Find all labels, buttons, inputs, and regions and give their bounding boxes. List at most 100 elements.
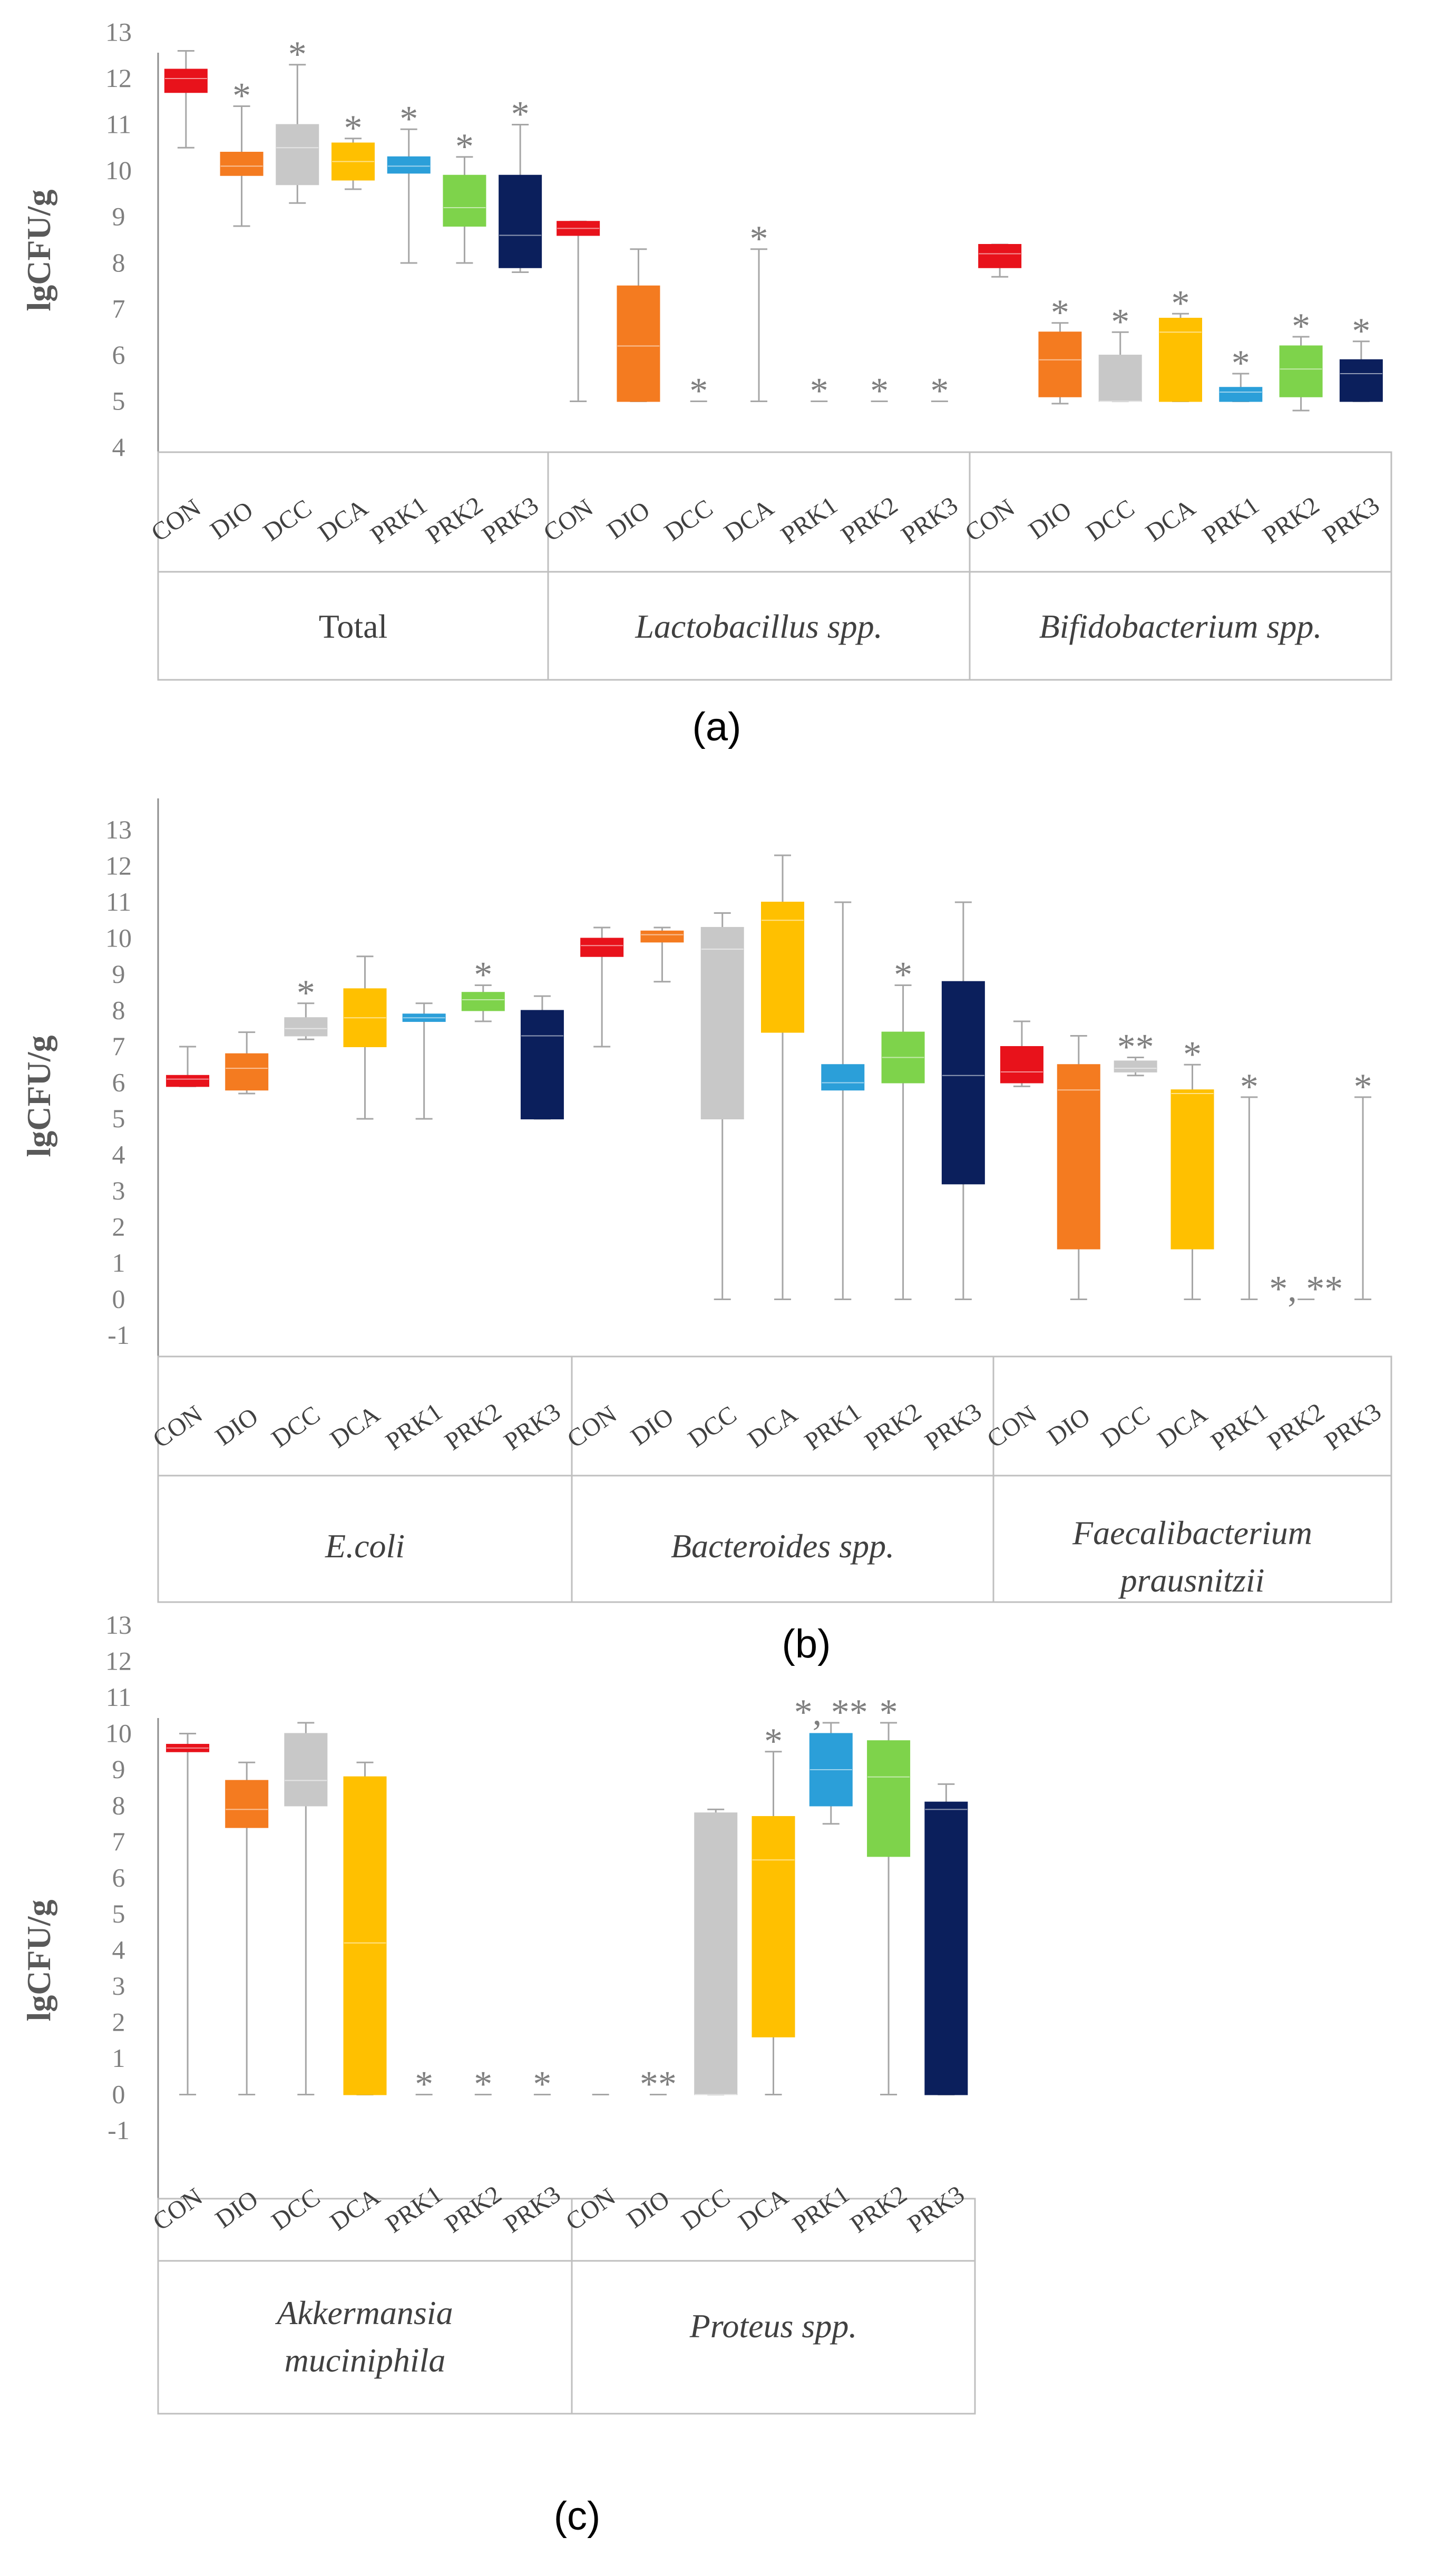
box-dcc bbox=[1098, 355, 1142, 402]
box-prk1 bbox=[1219, 387, 1263, 402]
group-label-dcc: DCC bbox=[683, 1400, 742, 1453]
category-label: Lactobacillus spp. bbox=[635, 608, 882, 645]
category-label: Proteus spp. bbox=[689, 2307, 857, 2345]
significance-mark: * bbox=[750, 219, 768, 259]
group-label-dio: DIO bbox=[626, 1402, 678, 1451]
group-label-dca: DCA bbox=[313, 493, 373, 547]
box-dio bbox=[225, 1780, 269, 1828]
box-dio bbox=[1038, 331, 1082, 397]
box-dio bbox=[225, 1053, 269, 1091]
box-dca bbox=[1170, 1089, 1214, 1250]
box-dcc bbox=[276, 124, 319, 186]
significance-mark: * bbox=[533, 2064, 551, 2105]
y-tick-label: 3 bbox=[112, 1176, 125, 1205]
group-label-dio: DIO bbox=[210, 2185, 263, 2233]
box-prk1 bbox=[387, 156, 431, 174]
panel-1: 45678910111213lgCFU/gTotalCONDIO*DCC*DCA… bbox=[20, 17, 1392, 749]
significance-mark: * bbox=[1183, 1034, 1202, 1075]
y-tick-label: 3 bbox=[112, 1971, 125, 2001]
box-dio bbox=[617, 285, 660, 402]
group-label-prk2: PRK2 bbox=[860, 1398, 926, 1456]
box-con bbox=[1000, 1046, 1043, 1084]
box-dcc bbox=[284, 1733, 328, 1807]
y-tick-label: 8 bbox=[112, 996, 125, 1025]
y-tick-label: 7 bbox=[112, 1827, 125, 1856]
y-tick-label: 9 bbox=[112, 1754, 125, 1784]
group-label-con: CON bbox=[146, 494, 206, 548]
box-dio bbox=[1057, 1064, 1100, 1250]
group-label-prk2: PRK2 bbox=[836, 491, 903, 550]
box-dio bbox=[220, 152, 264, 176]
box-dca bbox=[343, 1776, 387, 2095]
significance-mark: * bbox=[764, 1721, 783, 1762]
group-label-prk3: PRK3 bbox=[896, 491, 963, 550]
y-tick-label: 2 bbox=[112, 2007, 125, 2037]
group-label-prk3: PRK3 bbox=[499, 1398, 566, 1456]
group-label-prk1: PRK1 bbox=[788, 2180, 855, 2239]
y-tick-label: 11 bbox=[106, 1682, 131, 1712]
significance-mark: * bbox=[1232, 343, 1250, 384]
y-tick-label: 12 bbox=[105, 851, 132, 881]
y-axis-label: lgCFU/g bbox=[20, 189, 57, 311]
y-tick-label: 13 bbox=[105, 815, 132, 844]
box-dca bbox=[761, 902, 804, 1033]
significance-mark: * bbox=[880, 1692, 898, 1733]
group-label-dcc: DCC bbox=[1081, 494, 1139, 547]
group-label-prk1: PRK1 bbox=[776, 491, 843, 550]
significance-mark: * bbox=[455, 126, 474, 167]
group-label-prk3: PRK3 bbox=[499, 2180, 566, 2239]
group-label-prk1: PRK1 bbox=[366, 491, 433, 550]
box-con bbox=[164, 69, 208, 93]
y-tick-label: 7 bbox=[112, 294, 125, 324]
group-label-prk3: PRK3 bbox=[1320, 1398, 1387, 1456]
group-label-con: CON bbox=[148, 2183, 207, 2237]
significance-mark: * bbox=[1354, 1067, 1372, 1107]
y-tick-label: 6 bbox=[112, 1068, 125, 1097]
y-axis-label: lgCFU/g bbox=[20, 1899, 57, 2021]
group-label-prk1: PRK1 bbox=[381, 1398, 447, 1456]
y-tick-label: 2 bbox=[112, 1212, 125, 1242]
significance-mark: *, ** bbox=[1269, 1269, 1343, 1310]
y-tick-label: 6 bbox=[112, 1863, 125, 1892]
panel-label: (a) bbox=[692, 705, 742, 749]
group-label-prk3: PRK3 bbox=[903, 2180, 970, 2239]
y-tick-label: 1 bbox=[112, 2043, 125, 2073]
box-dio bbox=[640, 930, 684, 943]
significance-mark: * bbox=[474, 955, 492, 996]
significance-mark: * bbox=[297, 973, 315, 1013]
significance-mark: * bbox=[1172, 283, 1190, 324]
y-tick-label: 11 bbox=[106, 110, 131, 139]
y-tick-label: 10 bbox=[105, 155, 132, 185]
significance-mark: * bbox=[870, 371, 889, 412]
y-tick-label: 12 bbox=[105, 1646, 132, 1676]
box-prk1 bbox=[821, 1064, 865, 1091]
box-dcc bbox=[694, 1812, 738, 2095]
box-dcc bbox=[700, 926, 744, 1119]
group-label-prk2: PRK2 bbox=[440, 1398, 507, 1456]
box-prk3 bbox=[924, 1801, 968, 2095]
group-label-dcc: DCC bbox=[659, 494, 718, 547]
significance-mark: * bbox=[399, 99, 418, 139]
group-label-dcc: DCC bbox=[677, 2183, 735, 2236]
significance-mark: * bbox=[1051, 292, 1069, 333]
significance-mark: * bbox=[1240, 1067, 1259, 1107]
significance-mark: ** bbox=[640, 2064, 677, 2105]
group-label-dcc: DCC bbox=[258, 494, 317, 547]
y-tick-label: 13 bbox=[105, 17, 132, 47]
y-tick-label: 0 bbox=[112, 2080, 125, 2109]
y-tick-label: 5 bbox=[112, 386, 125, 416]
y-tick-label: 1 bbox=[112, 1248, 125, 1277]
box-prk2 bbox=[1279, 345, 1323, 397]
group-label-dca: DCA bbox=[719, 493, 779, 547]
box-dcc bbox=[284, 1017, 328, 1037]
group-label-dio: DIO bbox=[622, 2185, 675, 2233]
group-label-prk1: PRK1 bbox=[381, 2180, 447, 2239]
group-label-prk2: PRK2 bbox=[1263, 1398, 1330, 1456]
box-con bbox=[166, 1075, 210, 1087]
category-label: E.coli bbox=[325, 1527, 405, 1565]
group-label-con: CON bbox=[148, 1400, 207, 1454]
group-label-dcc: DCC bbox=[267, 1400, 325, 1453]
y-tick-label: 4 bbox=[112, 1935, 125, 1965]
category-table-frame bbox=[157, 451, 1392, 681]
